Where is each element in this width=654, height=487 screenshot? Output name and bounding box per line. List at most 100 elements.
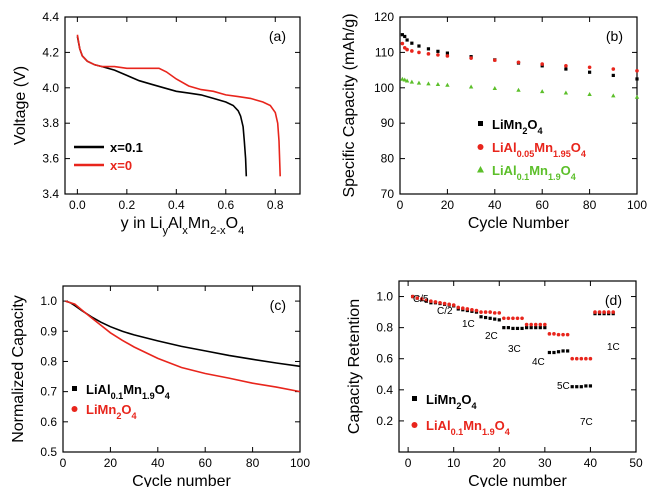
x-tick-label: 20 bbox=[493, 456, 507, 470]
data-point bbox=[543, 322, 547, 327]
data-point bbox=[606, 310, 611, 314]
data-point bbox=[404, 78, 410, 83]
x-tick-label: 100 bbox=[627, 198, 647, 212]
rate-label: 3C bbox=[508, 344, 521, 355]
text-span: Mn bbox=[529, 163, 548, 178]
x-tick-label: 80 bbox=[583, 198, 597, 212]
text-span: Al bbox=[168, 215, 182, 232]
data-point bbox=[419, 297, 424, 301]
panel-label: (b) bbox=[606, 28, 623, 44]
legend-label: LiAl0.1Mn1.9O4 bbox=[426, 418, 511, 437]
plot-frame bbox=[399, 16, 638, 195]
x-tick-label: 0.0 bbox=[69, 198, 86, 212]
data-point bbox=[579, 385, 583, 389]
data-point bbox=[442, 301, 447, 306]
y-tick-label: 0.6 bbox=[40, 415, 57, 429]
data-point bbox=[415, 296, 420, 300]
y-tick-label: 0.8 bbox=[40, 354, 57, 368]
data-point bbox=[410, 49, 414, 53]
series-2 bbox=[410, 294, 616, 361]
data-point bbox=[588, 70, 592, 74]
text-span: O bbox=[527, 117, 537, 132]
data-point bbox=[426, 47, 431, 51]
data-point bbox=[529, 322, 533, 327]
data-point bbox=[611, 67, 616, 71]
data-point bbox=[402, 77, 407, 82]
text-span: 0.1 bbox=[517, 172, 530, 182]
y-axis-title: Specific Capacity (mAh/g) bbox=[341, 13, 358, 197]
data-point bbox=[540, 89, 545, 94]
text-span: 4 bbox=[505, 427, 511, 437]
data-point bbox=[561, 332, 565, 337]
data-point bbox=[400, 33, 404, 37]
x-tick-label: 60 bbox=[536, 198, 550, 212]
text-span: x bbox=[182, 225, 188, 237]
data-point bbox=[416, 80, 422, 85]
data-point bbox=[479, 315, 483, 319]
plot-frame bbox=[62, 285, 301, 453]
data-point bbox=[587, 65, 592, 70]
legend-marker bbox=[477, 144, 484, 150]
data-point bbox=[570, 356, 574, 361]
x-tick-label: 60 bbox=[199, 456, 213, 470]
series-line bbox=[76, 36, 248, 177]
text-span: Mn bbox=[463, 418, 482, 433]
data-point bbox=[483, 315, 488, 320]
data-point bbox=[563, 90, 569, 95]
data-point bbox=[488, 310, 492, 314]
data-point bbox=[468, 84, 474, 89]
data-point bbox=[588, 356, 593, 361]
legend-label: LiMn2O4 bbox=[426, 392, 478, 411]
panel-label: (d) bbox=[605, 292, 622, 308]
data-point bbox=[575, 385, 579, 389]
data-point bbox=[488, 316, 492, 320]
x-tick-label: 40 bbox=[488, 198, 502, 212]
series-1 bbox=[65, 300, 301, 368]
series-1 bbox=[400, 33, 639, 81]
x-tick-label: 30 bbox=[538, 456, 552, 470]
y-axis-title: Normalized Capacity bbox=[10, 295, 27, 443]
legend-label: LiMn2O4 bbox=[492, 117, 544, 136]
data-point bbox=[438, 300, 442, 305]
data-point bbox=[410, 41, 414, 45]
series-3 bbox=[400, 76, 640, 99]
data-point bbox=[597, 310, 602, 314]
data-point bbox=[561, 349, 565, 353]
series-line bbox=[65, 300, 301, 393]
data-point bbox=[538, 322, 543, 327]
data-point bbox=[479, 310, 483, 314]
data-point bbox=[445, 82, 450, 87]
data-point bbox=[611, 310, 616, 314]
data-point bbox=[506, 326, 510, 330]
data-point bbox=[533, 322, 538, 327]
text-span: 1.9 bbox=[482, 427, 495, 437]
y-tick-label: 1.0 bbox=[376, 290, 393, 304]
data-point bbox=[426, 81, 431, 86]
data-point bbox=[611, 93, 616, 98]
data-point bbox=[429, 299, 433, 304]
y-tick-label: 0.8 bbox=[376, 321, 393, 335]
y-tick-label: 4.2 bbox=[42, 45, 59, 59]
data-point bbox=[492, 85, 497, 90]
data-point bbox=[497, 311, 502, 315]
text-span: 2-x bbox=[210, 225, 226, 237]
text-span: O bbox=[571, 140, 581, 155]
data-point bbox=[493, 58, 497, 62]
text-span: LiMn bbox=[86, 402, 116, 417]
x-tick-label: 0.8 bbox=[267, 198, 284, 212]
text-span: O bbox=[461, 392, 471, 407]
series-1 bbox=[76, 36, 248, 177]
data-point bbox=[436, 49, 440, 53]
y-tick-label: 4.4 bbox=[42, 10, 59, 24]
text-span: y bbox=[162, 225, 168, 237]
text-span: 4 bbox=[132, 411, 138, 421]
y-tick-label: 80 bbox=[381, 152, 395, 166]
data-point bbox=[602, 310, 606, 314]
text-span: LiAl bbox=[86, 382, 111, 397]
rate-label: 4C bbox=[532, 357, 545, 368]
legend-marker bbox=[72, 386, 77, 391]
text-span: LiMn bbox=[492, 117, 522, 132]
data-point bbox=[493, 317, 497, 321]
y-tick-label: 1.0 bbox=[40, 294, 57, 308]
